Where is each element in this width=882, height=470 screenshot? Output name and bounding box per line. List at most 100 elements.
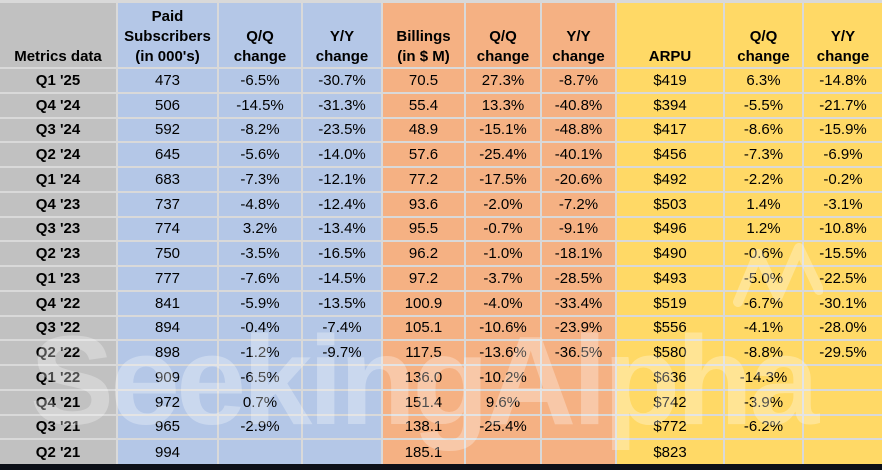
table-cell [301,438,383,464]
table-cell [802,438,882,464]
table-cell: $503 [615,190,725,218]
table-cell: -25.4% [464,413,542,441]
table-cell: -40.1% [540,141,617,168]
table-cell: -15.1% [464,116,542,144]
row-label: Q3 '22 [0,314,118,342]
table-cell: -15.5% [802,240,882,267]
table-cell: -18.1% [540,240,617,267]
table-cell: 138.1 [381,413,466,441]
table-cell [217,438,303,464]
table-cell: -15.9% [802,116,882,144]
table-row: Q2 '21 994 185.1 $823 [0,438,882,464]
table-cell: $636 [615,364,725,391]
row-label: Q2 '24 [0,141,118,168]
table-cell: -22.5% [802,265,882,292]
table-row: Q2 '23 750 -3.5% -16.5% 96.2 -1.0% -18.1% $490-… [0,240,882,267]
table-row: Q3 '21 965 -2.9% 138.1 -25.4% $772 -6.2% [0,413,882,441]
column-header-arpu: ARPU [615,0,725,69]
table-cell: $394 [615,91,725,119]
table-cell: -14.5% [301,265,383,292]
row-label: Q2 '23 [0,240,118,267]
table-cell: -9.1% [540,215,617,243]
table-cell: -12.4% [301,190,383,218]
table-cell: -3.7% [464,265,542,292]
table-cell: $417 [615,116,725,144]
table-cell [802,388,882,416]
table-cell: $556 [615,314,725,342]
table-cell: -30.7% [301,67,383,94]
column-header-arpu-yy: Y/Y change [802,0,882,69]
table-cell [540,364,617,391]
table-cell: 105.1 [381,314,466,342]
table-cell: -14.0% [301,141,383,168]
table-cell: -7.4% [301,314,383,342]
table-cell: 27.3% [464,67,542,94]
table-cell: -5.5% [723,91,804,119]
table-cell: 95.5 [381,215,466,243]
table-cell: 136.0 [381,364,466,391]
table-cell: -6.7% [723,289,804,317]
table-cell: -8.6% [723,116,804,144]
table-cell: -7.2% [540,190,617,218]
table-cell: 841 [116,289,219,317]
table-row: Q4 '21 972 0.7% 151.4 9.6% $742 -3.9% [0,388,882,416]
table-cell: 96.2 [381,240,466,267]
column-header-billings: Billings (in $ M) [381,0,466,69]
table-cell: $580 [615,339,725,366]
table-row: Q3 '24 592 -8.2% -23.5% 48.9 -15.1% -48.8% $417… [0,116,882,144]
table-cell: 506 [116,91,219,119]
table-cell: -1.2% [217,339,303,366]
table-cell: 70.5 [381,67,466,94]
table-cell: -28.0% [802,314,882,342]
table-cell: 3.2% [217,215,303,243]
table-cell: -3.5% [217,240,303,267]
table-cell: $493 [615,265,725,292]
table-cell: -9.7% [301,339,383,366]
table-cell: -28.5% [540,265,617,292]
table-cell [802,364,882,391]
table-cell: $519 [615,289,725,317]
table-cell: -13.5% [301,289,383,317]
table-cell: 737 [116,190,219,218]
table-cell: -8.8% [723,339,804,366]
table-cell: -2.0% [464,190,542,218]
table-cell [301,364,383,391]
table-cell [301,388,383,416]
row-label: Q1 '24 [0,166,118,193]
header-row: Metrics data Paid Subscribers (in 000's)… [0,0,882,69]
column-header-bill-qq: Q/Q change [464,0,542,69]
table-cell: -16.5% [301,240,383,267]
table-cell: -6.5% [217,67,303,94]
table-header: Metrics data Paid Subscribers (in 000's)… [0,0,882,69]
row-label: Q1 '23 [0,265,118,292]
table-cell: -33.4% [540,289,617,317]
table-cell: $742 [615,388,725,416]
table-cell: 77.2 [381,166,466,193]
row-label: Q1 '25 [0,67,118,94]
table-cell: -7.3% [217,166,303,193]
table-row: Q4 '22 841 -5.9% -13.5% 100.9 -4.0% -33.4% $519… [0,289,882,317]
table-cell: -14.3% [723,364,804,391]
bottom-bar [0,464,882,470]
table-cell: -21.7% [802,91,882,119]
table-cell: -0.6% [723,240,804,267]
table-cell: -5.9% [217,289,303,317]
table-cell: -29.5% [802,339,882,366]
table-row: Q2 '24 645 -5.6% -14.0% 57.6 -25.4% -40.1% $456… [0,141,882,168]
table-cell: $456 [615,141,725,168]
table-cell: -10.2% [464,364,542,391]
table-cell [802,413,882,441]
table-cell: $823 [615,438,725,464]
table-cell: 100.9 [381,289,466,317]
table-cell: -5.6% [217,141,303,168]
table-cell: 1.2% [723,215,804,243]
table-row: Q1 '23 777 -7.6% -14.5% 97.2 -3.7% -28.5% $493-… [0,265,882,292]
table-cell [301,413,383,441]
table-cell: $772 [615,413,725,441]
table-cell: -3.1% [802,190,882,218]
table-cell [540,438,617,464]
table-cell: -4.8% [217,190,303,218]
table-cell: 0.7% [217,388,303,416]
table-cell: 57.6 [381,141,466,168]
